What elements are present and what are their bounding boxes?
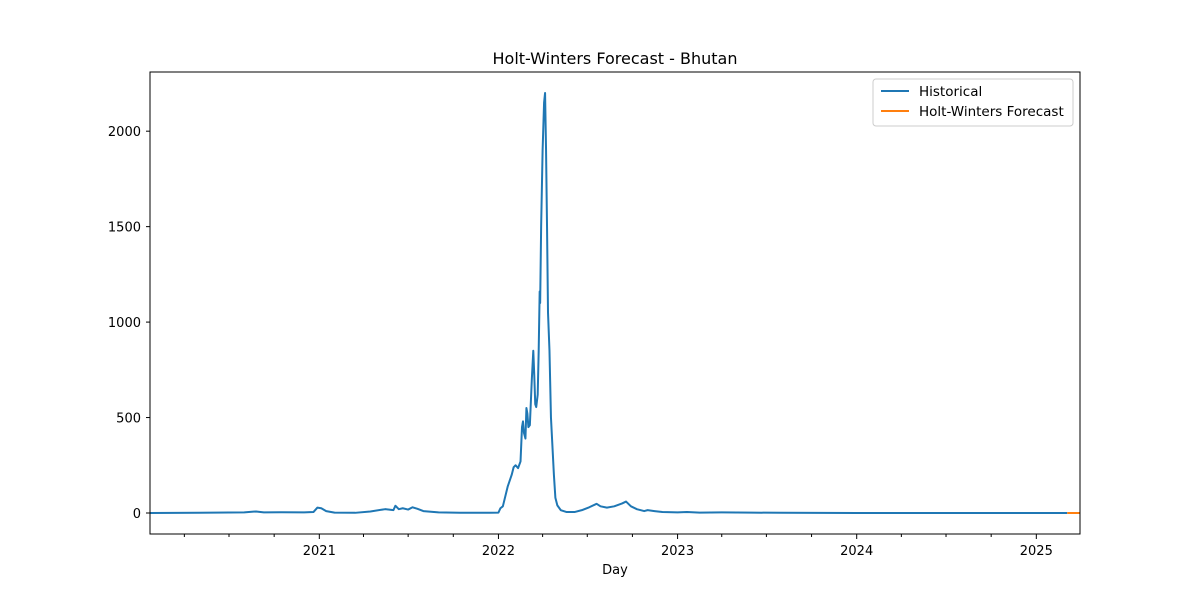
chart-title: Holt-Winters Forecast - Bhutan [493, 49, 738, 68]
y-tick-label: 1500 [108, 221, 141, 236]
legend: Historical Holt-Winters Forecast [872, 78, 1074, 127]
x-tick-label: 2022 [482, 544, 515, 559]
y-tick-label: 0 [133, 507, 141, 522]
plot-area: 0 500 1000 1500 2000 2021 2022 2023 2024 2025 [108, 71, 1081, 559]
x-tick-label: 2024 [840, 544, 873, 559]
legend-frame [872, 78, 1074, 127]
y-tick-label: 500 [116, 412, 141, 427]
y-tick-label: 2000 [108, 125, 141, 140]
legend-label-forecast: Holt-Winters Forecast [919, 104, 1064, 120]
axes-frame [149, 71, 1081, 535]
y-tick-label: 1000 [108, 316, 141, 331]
series-line-historical [149, 92, 1068, 514]
x-tick-label: 2025 [1020, 544, 1053, 559]
x-tick-label: 2023 [661, 544, 694, 559]
x-axis-label: Day [602, 563, 628, 578]
x-tick-label: 2021 [303, 544, 336, 559]
legend-label-historical: Historical [919, 84, 982, 100]
